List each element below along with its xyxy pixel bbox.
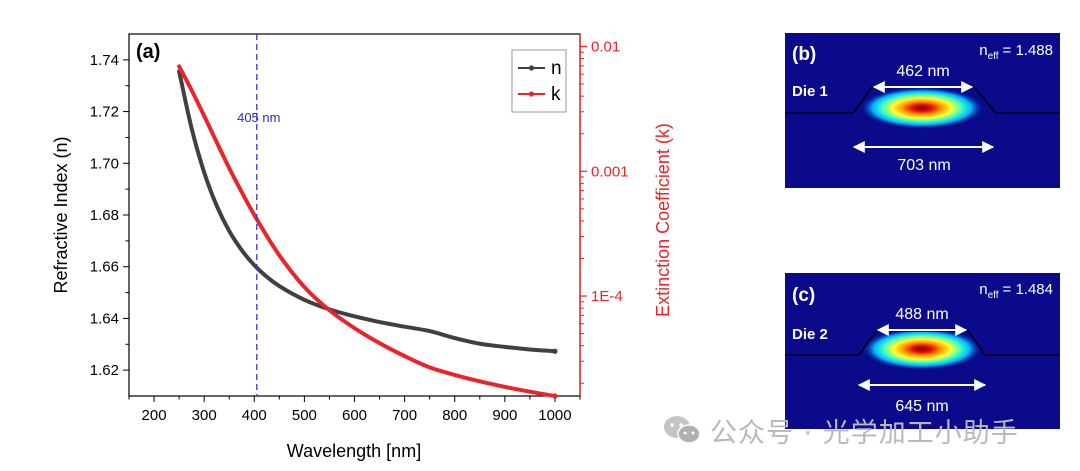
marker-label: 405 nm [237, 110, 280, 125]
y2-tick-label: 0.001 [591, 163, 629, 180]
legend-n-marker [528, 65, 535, 71]
neff-value: = 1.484 [1003, 281, 1053, 298]
series-k-line [177, 64, 557, 398]
x-tick-label: 900 [492, 407, 517, 424]
x-tick-label: 400 [242, 407, 267, 424]
legend: n k [511, 49, 567, 113]
panel-c-mode-profile: (c) Die 2 neff = 1.484 488 nm 645 nm [785, 273, 1060, 429]
panel-b-top-width: 462 nm [896, 63, 949, 80]
x-tick-label: 1000 [538, 407, 571, 424]
panel-a-label: (a) [136, 41, 160, 63]
y-tick-label: 1.62 [90, 362, 119, 379]
y-axis-label: Refractive Index (n) [51, 136, 71, 293]
panel-b-die-label: Die 1 [792, 83, 828, 100]
y-tick-label: 1.66 [90, 259, 119, 276]
series-n-endpoint [552, 348, 558, 354]
series-k-endpoint [552, 393, 558, 399]
panel-c-top-width: 488 nm [895, 306, 948, 323]
legend-k-label: k [551, 84, 561, 105]
y-tick-label: 1.64 [90, 310, 119, 327]
x-tick-label: 700 [392, 407, 417, 424]
x-tick-label: 300 [192, 407, 217, 424]
watermark-text: 公众号 · 光学加工小助手 [710, 417, 1019, 449]
panel-c-neff: neff = 1.484 [979, 281, 1053, 301]
y-tick-label: 1.70 [90, 155, 119, 172]
panel-b-label: (b) [792, 44, 816, 65]
x-tick-label: 500 [292, 407, 317, 424]
panel-b-mode-field [860, 87, 984, 129]
axis-ticks: 200 300 400 500 600 700 800 900 1000 1.62 1.64 1.66… [90, 34, 629, 424]
y2-tick-label: 0.01 [591, 39, 620, 56]
legend-k-marker [528, 91, 535, 97]
data-curves [177, 64, 558, 399]
y-tick-label: 1.68 [90, 207, 119, 224]
panel-b-neff: neff = 1.488 [979, 42, 1053, 62]
neff-symbol: n [979, 42, 987, 59]
x-tick-label: 200 [142, 407, 167, 424]
y2-axis-label: Extinction Coefficient (k) [653, 123, 673, 317]
wechat-icon [664, 416, 701, 444]
legend-box [511, 49, 567, 113]
panel-b-mode-profile: (b) Die 1 neff = 1.488 462 nm 703 nm [785, 33, 1060, 188]
panel-c-bottom-width: 645 nm [895, 398, 948, 415]
neff-subscript: eff [988, 51, 999, 62]
panel-c-label: (c) [792, 285, 815, 306]
x-tick-label: 800 [442, 407, 467, 424]
y2-tick-label: 1E-4 [591, 288, 623, 305]
neff-value: = 1.488 [1003, 42, 1053, 59]
wavelength-marker: 405 nm [237, 34, 280, 396]
watermark: 公众号 · 光学加工小助手 [662, 410, 1019, 450]
neff-symbol: n [979, 281, 987, 298]
x-tick-label: 600 [342, 407, 367, 424]
neff-subscript: eff [988, 290, 999, 301]
panel-c-die-label: Die 2 [792, 326, 828, 343]
y-tick-label: 1.72 [90, 104, 119, 121]
legend-n-label: n [551, 58, 562, 79]
series-n-line [177, 69, 557, 354]
panel-a-chart: 200 300 400 500 600 700 800 900 1000 1.62 1.64 1.66… [51, 33, 673, 461]
panel-c-mode-field [862, 328, 982, 370]
x-axis-label: Wavelength [nm] [287, 441, 421, 461]
panel-b-bottom-width: 703 nm [897, 157, 950, 174]
y-tick-label: 1.74 [90, 52, 119, 69]
